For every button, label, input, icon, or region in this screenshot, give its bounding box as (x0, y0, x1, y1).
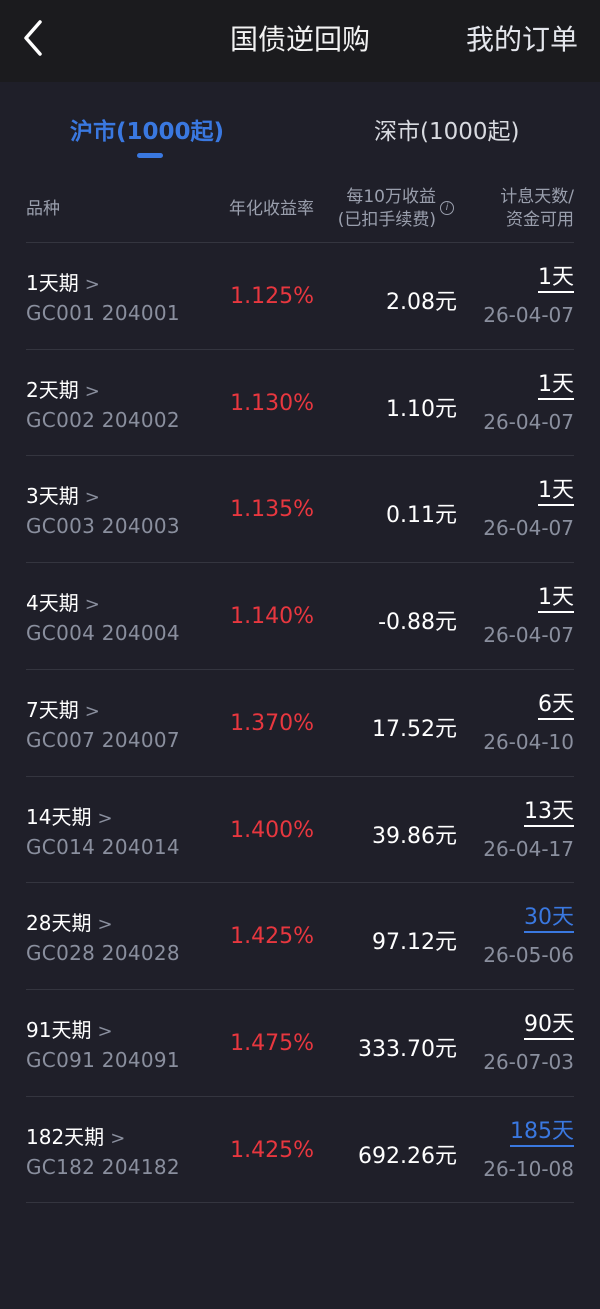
product-code: GC014 204014 (26, 834, 180, 859)
product-name-label: 91天期 (26, 1017, 92, 1042)
product-name-label: 28天期 (26, 911, 92, 936)
gain-per-100k: 1.10元 (386, 396, 457, 422)
my-orders-link[interactable]: 我的订单 (465, 23, 578, 56)
funds-available-date: 26-05-06 (483, 943, 574, 968)
product-code: GC002 204002 (26, 407, 180, 432)
product-name[interactable]: 2天期 > (26, 374, 100, 403)
annual-rate: 1.475% (230, 1030, 314, 1056)
gain-per-100k: 2.08元 (386, 290, 457, 315)
gain-per-100k: 333.70元 (358, 1036, 457, 1062)
funds-available-date: 26-10-08 (483, 1156, 574, 1181)
product-name-label: 182天期 (26, 1124, 105, 1149)
back-button[interactable] (18, 18, 48, 58)
annual-rate: 1.370% (230, 710, 314, 736)
product-name[interactable]: 1天期 > (26, 267, 100, 296)
product-code: GC004 204004 (26, 621, 180, 646)
product-name-label: 7天期 (26, 697, 79, 722)
interest-days[interactable]: 90天 (524, 1012, 574, 1040)
chevron-right-icon: > (84, 700, 100, 722)
gain-per-100k: -0.88元 (378, 610, 457, 636)
funds-available-date: 26-04-17 (483, 836, 574, 861)
funds-available-date: 26-04-07 (483, 409, 574, 434)
product-code: GC007 204007 (26, 727, 180, 752)
column-header-rate: 年化收益率 (229, 199, 314, 219)
funds-available-date: 26-07-03 (483, 1049, 574, 1074)
chevron-right-icon: > (110, 1127, 126, 1149)
interest-days[interactable]: 13天 (524, 799, 574, 827)
product-name[interactable]: 14天期 > (26, 801, 113, 830)
interest-days[interactable]: 1天 (538, 478, 574, 507)
interest-days[interactable]: 1天 (538, 372, 574, 400)
annual-rate: 1.140% (230, 604, 314, 630)
product-name-label: 14天期 (26, 804, 92, 829)
column-header-days-line1: 计息天数/ (500, 187, 574, 207)
product-code: GC182 204182 (26, 1154, 180, 1179)
interest-days[interactable]: 1天 (538, 585, 574, 614)
annual-rate: 1.125% (230, 284, 314, 309)
interest-days[interactable]: 6天 (538, 692, 574, 720)
product-code: GC001 204001 (26, 301, 180, 325)
funds-available-date: 26-04-07 (483, 303, 574, 327)
chevron-right-icon: > (97, 807, 113, 829)
product-name[interactable]: 3天期 > (26, 480, 100, 509)
interest-days[interactable]: 1天 (538, 265, 574, 293)
chevron-right-icon: > (97, 914, 113, 936)
table-row[interactable]: 182天期 > GC182 204182 1.425% 692.26元 185天 26-10… (26, 1095, 574, 1203)
product-name-label: 2天期 (26, 377, 79, 402)
product-code: GC003 204003 (26, 514, 180, 539)
chevron-right-icon: > (84, 487, 100, 509)
chevron-left-icon (24, 20, 42, 56)
top-bar: 国债逆回购 我的订单 (0, 0, 600, 82)
gain-per-100k: 17.52元 (372, 716, 457, 742)
product-name-label: 4天期 (26, 591, 79, 616)
column-header-days-line2: 资金可用 (506, 210, 574, 230)
gain-per-100k: 692.26元 (358, 1143, 457, 1169)
interest-days[interactable]: 30天 (524, 905, 574, 934)
row-divider (26, 1202, 574, 1309)
tab-shanghai[interactable]: 沪市(1000起) (70, 119, 225, 145)
annual-rate: 1.135% (230, 497, 314, 523)
annual-rate: 1.425% (230, 924, 314, 950)
column-header-gain-line2: (已扣手续费) (337, 210, 436, 230)
table-row[interactable]: 3天期 > GC003 204003 1.135% 0.11元 1天 26-04-07 (26, 455, 574, 562)
active-tab-indicator (137, 153, 163, 158)
table-row[interactable]: 91天期 > GC091 204091 1.475% 333.70元 90天 26-07-0… (26, 988, 574, 1096)
gain-per-100k: 0.11元 (386, 503, 457, 529)
column-header-gain: 每10万收益 (已扣手续费) (338, 186, 436, 232)
funds-available-date: 26-04-07 (483, 623, 574, 648)
table-row[interactable]: 4天期 > GC004 204004 1.140% -0.88元 1天 26-04-07 (26, 562, 574, 669)
table-row[interactable]: 7天期 > GC007 204007 1.370% 17.52元 6天 26-04-10 (26, 668, 574, 776)
gain-per-100k: 97.12元 (372, 930, 457, 956)
product-name[interactable]: 182天期 > (26, 1121, 125, 1150)
chevron-right-icon: > (84, 594, 100, 616)
product-name[interactable]: 28天期 > (26, 907, 113, 936)
interest-days[interactable]: 185天 (510, 1119, 574, 1147)
column-header-gain-line1: 每10万收益 (346, 187, 436, 207)
product-name[interactable]: 7天期 > (26, 694, 100, 723)
page-title: 国债逆回购 (229, 23, 370, 56)
chevron-right-icon: > (84, 274, 100, 295)
chevron-right-icon: > (84, 380, 100, 402)
funds-available-date: 26-04-10 (483, 729, 574, 754)
product-code: GC091 204091 (26, 1047, 180, 1072)
gain-per-100k: 39.86元 (372, 823, 457, 849)
product-name-label: 3天期 (26, 484, 79, 509)
column-header-days: 计息天数/ 资金可用 (500, 186, 574, 232)
table-row[interactable]: 2天期 > GC002 204002 1.130% 1.10元 1天 26-04-07 (26, 348, 574, 456)
table-row[interactable]: 28天期 > GC028 204028 1.425% 97.12元 30天 26-05-06 (26, 882, 574, 989)
info-icon[interactable]: i (440, 201, 454, 215)
annual-rate: 1.425% (230, 1137, 314, 1163)
product-name[interactable]: 4天期 > (26, 587, 100, 616)
product-code: GC028 204028 (26, 941, 180, 966)
chevron-right-icon: > (97, 1020, 113, 1042)
product-name-label: 1天期 (26, 271, 79, 295)
product-name[interactable]: 91天期 > (26, 1014, 113, 1043)
funds-available-date: 26-04-07 (483, 516, 574, 541)
annual-rate: 1.400% (230, 817, 314, 843)
table-row[interactable]: 1天期 > GC001 204001 1.125% 2.08元 1天 26-04-07 (26, 242, 574, 349)
tab-shenzhen[interactable]: 深市(1000起) (374, 119, 520, 145)
table-row[interactable]: 14天期 > GC014 204014 1.400% 39.86元 13天 26-04-17 (26, 775, 574, 883)
column-header-variety: 品种 (26, 199, 60, 219)
annual-rate: 1.130% (230, 390, 314, 416)
